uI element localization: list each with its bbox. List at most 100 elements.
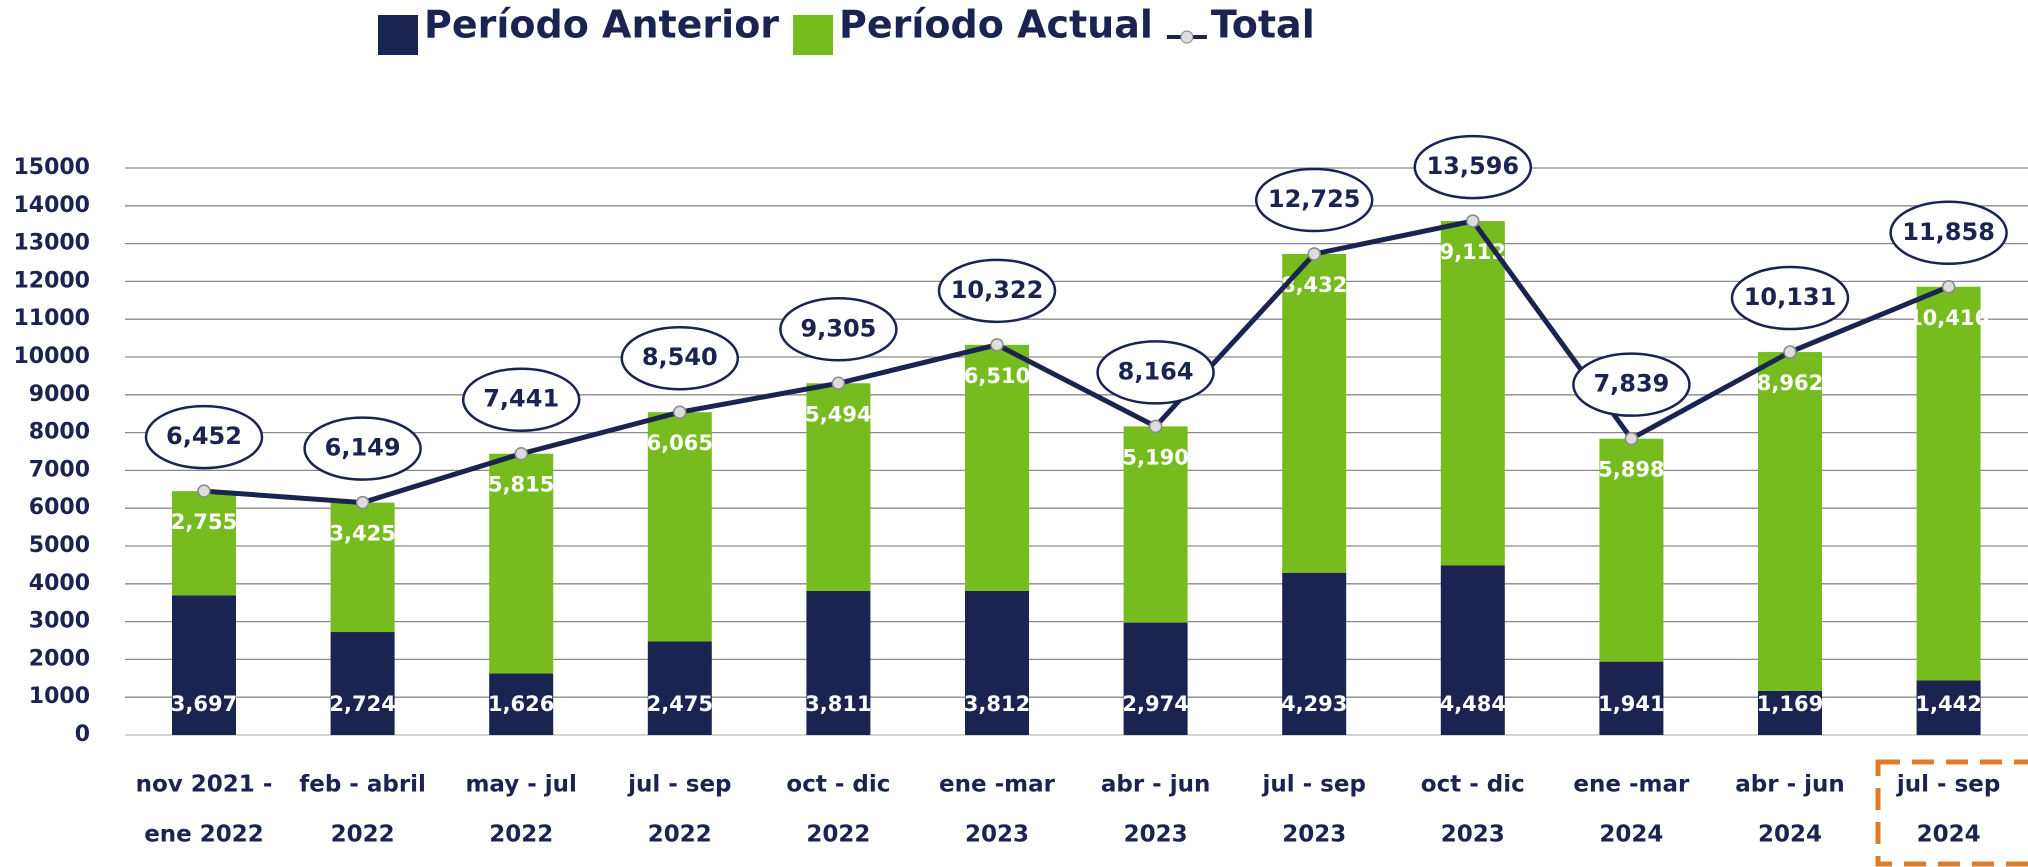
total-label: 12,725 — [1268, 185, 1361, 213]
total-bubble — [1096, 340, 1215, 405]
legend-label: Total — [1211, 3, 1315, 47]
data-label: 4,484 — [1440, 692, 1506, 716]
y-tick-label: 8000 — [29, 420, 90, 445]
bar — [806, 383, 871, 591]
total-marker — [197, 484, 211, 498]
data-label: 2,974 — [1122, 692, 1188, 716]
total-bubble — [303, 416, 422, 481]
total-bubble — [1889, 200, 2008, 266]
data-label: 1,626 — [488, 692, 554, 716]
total-label: 7,839 — [1593, 370, 1669, 398]
data-label: 5,190 — [1122, 445, 1188, 469]
x-tick-label: ene -mar — [1573, 772, 1690, 798]
bar — [1282, 572, 1347, 735]
data-label: 10,416 — [1908, 306, 1989, 330]
x-tick-label: 2023 — [1441, 822, 1505, 848]
total-marker — [514, 446, 528, 461]
x-tick-label: ene 2022 — [144, 822, 264, 848]
x-tick-label: 2022 — [806, 822, 870, 848]
x-tick-label: abr - jun — [1735, 772, 1845, 798]
data-label: 6,065 — [647, 431, 713, 455]
total-bubble — [620, 325, 740, 391]
bar — [489, 673, 554, 735]
total-label: 13,596 — [1426, 152, 1519, 180]
bar — [1282, 253, 1347, 573]
total-label: 7,441 — [483, 385, 559, 413]
bar — [1599, 661, 1664, 735]
total-label: 6,149 — [325, 434, 401, 462]
total-label: 8,540 — [642, 343, 718, 371]
x-tick-label: 2022 — [331, 822, 395, 848]
x-tick-label: 2023 — [965, 822, 1029, 848]
bar — [489, 453, 554, 674]
bar — [806, 590, 871, 735]
data-label: 3,811 — [805, 692, 871, 716]
data-label: 5,898 — [1598, 458, 1664, 482]
bar — [172, 595, 236, 735]
total-label: 6,452 — [166, 422, 242, 450]
total-marker — [1307, 247, 1321, 261]
x-tick-label: feb - abril — [299, 772, 426, 798]
legend-label: Período Anterior — [424, 3, 779, 47]
total-marker — [355, 495, 370, 510]
total-bubble — [1572, 352, 1691, 417]
x-tick-label: 2023 — [1124, 822, 1188, 848]
x-tick-label: 2023 — [1282, 822, 1346, 848]
x-tick-label: jul - sep — [1896, 772, 2000, 798]
y-tick-label: 6000 — [29, 495, 90, 520]
bar — [330, 502, 395, 633]
y-tick-label: 1000 — [29, 684, 90, 709]
legend-marker — [1180, 30, 1194, 44]
bar — [1440, 221, 1505, 566]
total-marker — [1783, 345, 1797, 359]
total-marker — [673, 405, 687, 419]
y-tick-label: 15000 — [13, 155, 90, 180]
y-tick-label: 3000 — [29, 609, 90, 634]
bar — [647, 641, 712, 735]
data-label: 3,697 — [171, 692, 237, 716]
x-tick-label: oct - dic — [786, 772, 890, 798]
legend-swatch — [793, 15, 834, 55]
bar — [965, 344, 1029, 591]
total-bubble — [779, 297, 898, 362]
bar — [172, 491, 236, 596]
bar — [647, 412, 712, 642]
bar — [1916, 286, 1981, 681]
bar — [1123, 426, 1188, 623]
legend-label: Período Actual — [839, 3, 1153, 47]
total-marker — [1148, 419, 1163, 434]
x-tick-label: oct - dic — [1421, 772, 1525, 798]
y-tick-label: 7000 — [29, 457, 90, 482]
total-bubble — [1254, 167, 1374, 233]
bar — [1599, 438, 1664, 662]
data-label: 3,425 — [329, 522, 395, 546]
data-label: 1,941 — [1598, 692, 1664, 716]
total-marker — [831, 376, 846, 391]
total-bubble — [1413, 134, 1533, 200]
x-tick-label: jul - sep — [1261, 772, 1365, 798]
y-tick-label: 5000 — [29, 533, 90, 558]
total-label: 9,305 — [800, 314, 876, 342]
total-label: 10,322 — [951, 276, 1044, 304]
x-tick-label: 2024 — [1917, 822, 1981, 848]
data-label: 6,510 — [964, 364, 1030, 388]
total-label: 11,858 — [1902, 218, 1995, 246]
bar — [965, 590, 1029, 735]
x-tick-label: jul - sep — [627, 772, 731, 798]
data-label: 1,169 — [1757, 692, 1823, 716]
bar — [1758, 352, 1822, 691]
data-label: 3,812 — [964, 692, 1030, 716]
bar — [330, 632, 395, 735]
total-marker — [1941, 280, 1956, 294]
data-label: 2,724 — [329, 692, 395, 716]
total-label: 8,164 — [1118, 357, 1194, 385]
data-label: 4,293 — [1281, 692, 1347, 716]
total-label: 10,131 — [1744, 283, 1837, 311]
y-tick-label: 14000 — [13, 193, 90, 218]
y-tick-label: 4000 — [29, 571, 90, 596]
data-label: 5,815 — [488, 473, 554, 497]
legend-swatch — [378, 15, 418, 55]
total-bubble — [937, 258, 1057, 324]
y-tick-label: 11000 — [13, 306, 90, 331]
x-tick-label: abr - jun — [1101, 772, 1211, 798]
